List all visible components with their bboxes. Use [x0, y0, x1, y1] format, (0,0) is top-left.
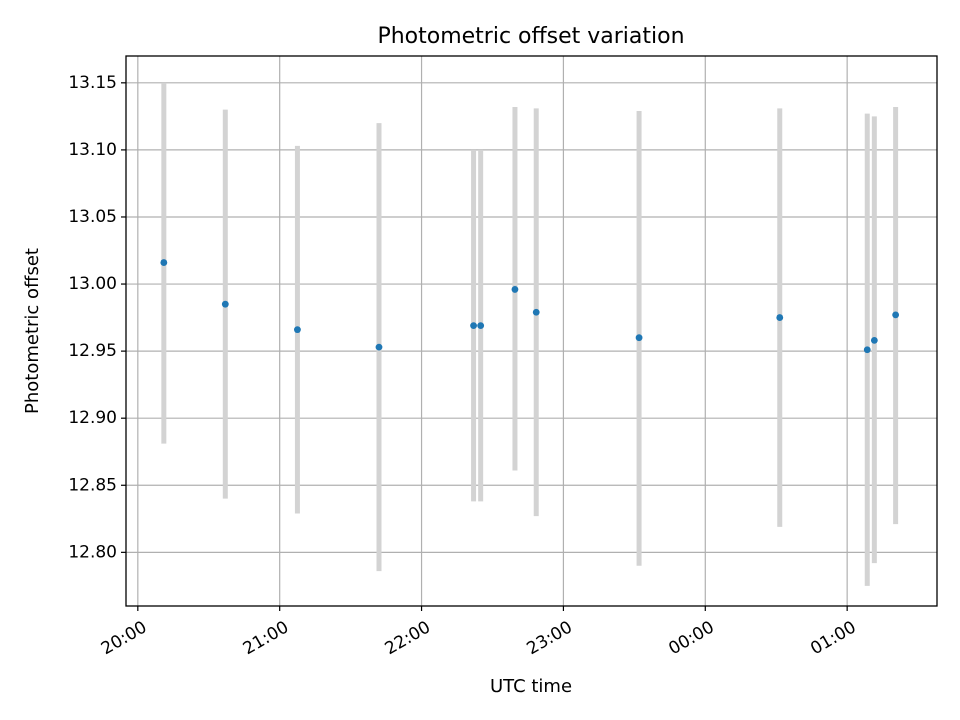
- y-tick-label: 13.05: [68, 207, 117, 227]
- y-tick-label: 13.10: [68, 140, 117, 160]
- data-point: [470, 322, 477, 330]
- data-point: [511, 286, 519, 293]
- data-point: [375, 343, 383, 351]
- plot-frame: [125, 55, 938, 607]
- y-tick-label: 13.00: [68, 274, 117, 294]
- data-point: [870, 336, 878, 344]
- data-point: [221, 300, 229, 308]
- grid: [126, 56, 937, 606]
- data-point: [776, 314, 784, 321]
- data-point: [532, 308, 540, 316]
- data-point: [635, 334, 643, 342]
- y-tick-label: 12.90: [68, 408, 117, 428]
- y-tick-label: 13.15: [68, 73, 117, 93]
- data-point: [892, 311, 900, 319]
- y-axis-label: Photometric offset: [22, 248, 43, 414]
- y-tick-label: 12.80: [68, 542, 117, 562]
- y-axis-ticks: 12.80 12.85 12.90 12.95 13.00 13.05 13.10 13.15: [68, 73, 126, 562]
- y-tick-label: 12.85: [68, 475, 117, 495]
- x-axis-label: UTC time: [490, 676, 572, 697]
- data-points: [160, 259, 900, 354]
- y-tick-label: 12.95: [68, 341, 117, 361]
- data-point: [863, 346, 871, 354]
- data-point: [160, 259, 168, 266]
- data-point: [477, 322, 485, 330]
- chart-title: Photometric offset variation: [377, 24, 684, 49]
- data-point: [294, 326, 301, 334]
